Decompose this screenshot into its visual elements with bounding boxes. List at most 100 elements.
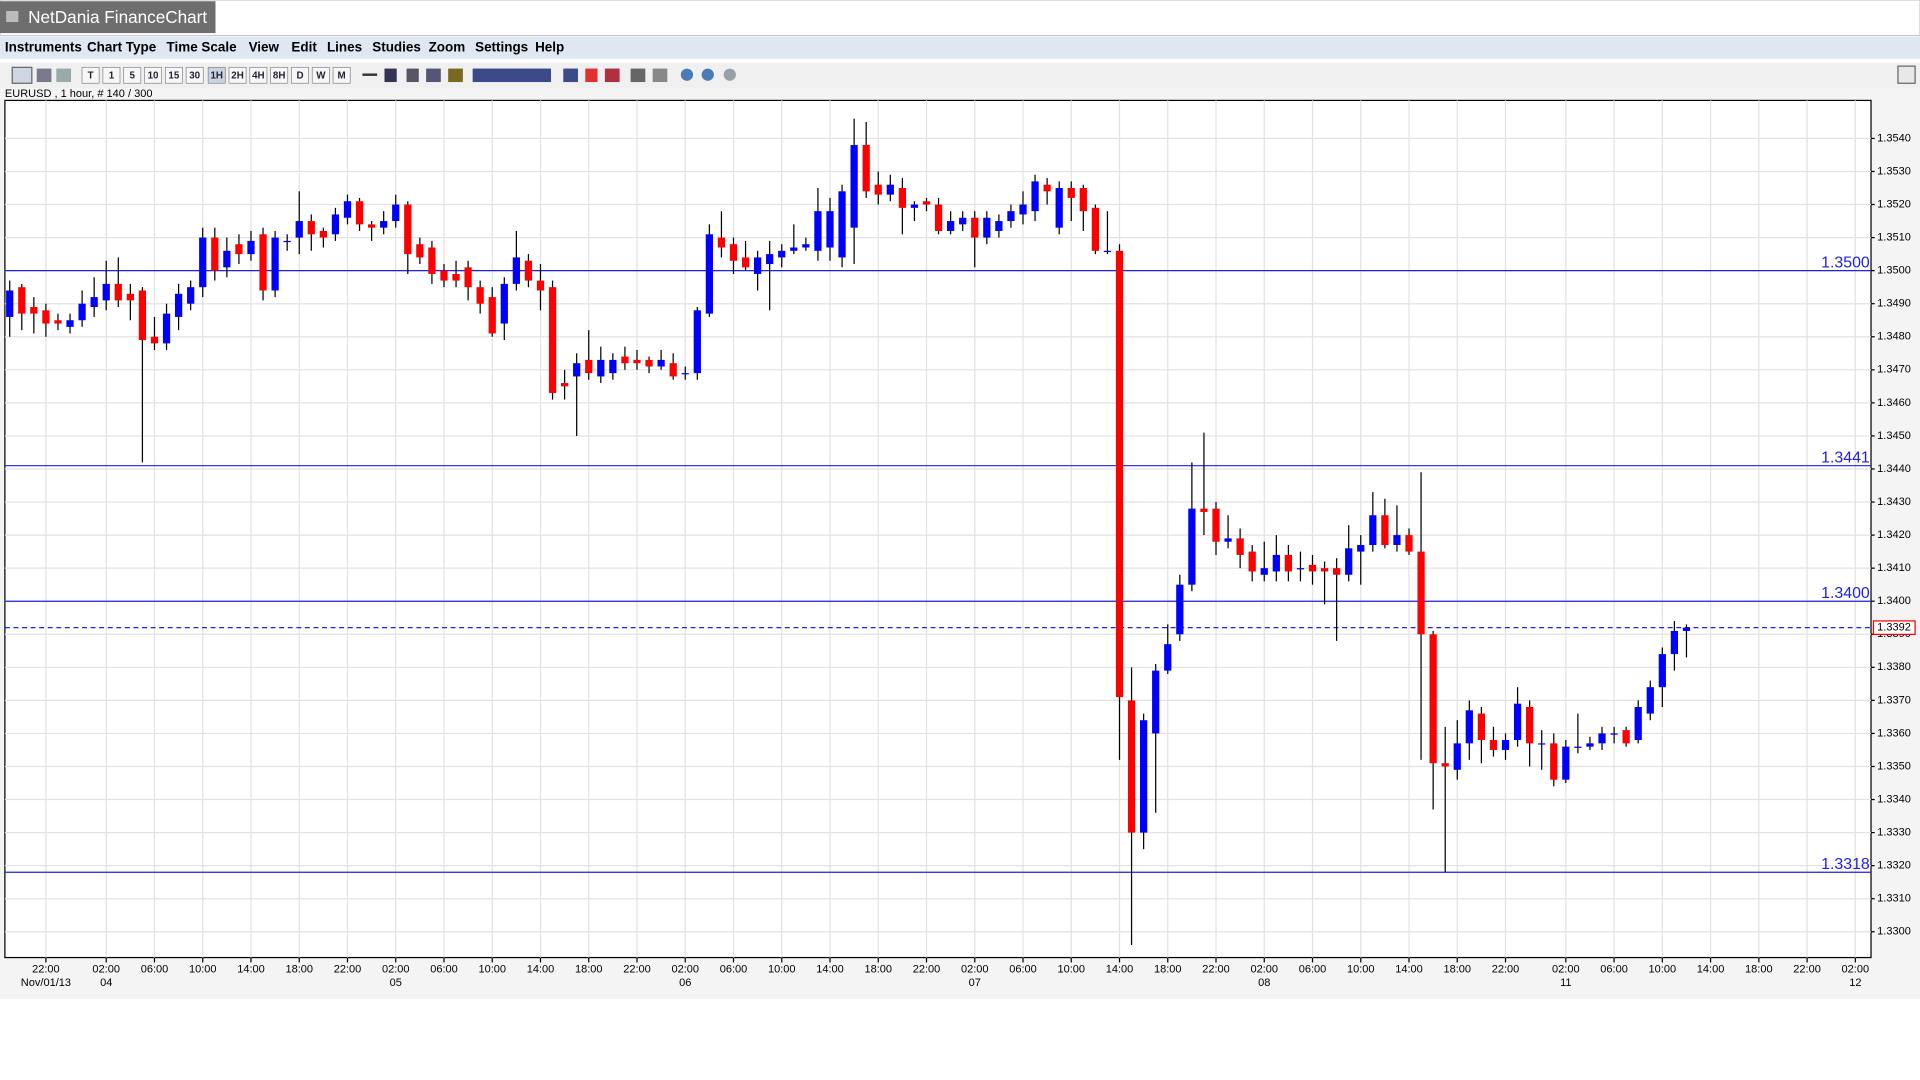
delete-icon[interactable] <box>585 68 598 83</box>
toolbar-button[interactable] <box>185 66 204 84</box>
candle-body <box>404 204 412 255</box>
candle-body <box>850 145 858 228</box>
toolbar-button[interactable] <box>291 66 309 84</box>
toolbar-button-label[interactable]: 2H <box>231 71 244 82</box>
candle-body <box>512 257 520 284</box>
x-tick-label: 06:00 <box>430 964 458 976</box>
menu-bar <box>0 36 1920 59</box>
y-tick-label: 1.3510 <box>1877 231 1911 243</box>
date-label: Nov/01/13 <box>21 977 71 989</box>
menu-item[interactable]: Zoom <box>429 39 466 54</box>
icon[interactable] <box>362 73 378 76</box>
panel-button[interactable] <box>1897 65 1916 84</box>
menu-item[interactable]: Studies <box>372 39 421 54</box>
candle-body <box>500 283 508 324</box>
preview-icon[interactable] <box>652 68 668 83</box>
candle-body <box>645 359 653 367</box>
icon[interactable] <box>36 68 52 83</box>
toolbar-button[interactable] <box>81 66 100 84</box>
x-tick-label: 14:00 <box>1106 964 1134 976</box>
icon[interactable] <box>563 68 578 83</box>
icon[interactable] <box>406 68 419 83</box>
candle-body <box>959 217 967 225</box>
toolbar-button-label[interactable]: 8H <box>273 71 286 82</box>
toolbar-button-label[interactable]: 5 <box>130 71 136 82</box>
toolbar-button[interactable] <box>311 66 330 84</box>
candle-body <box>874 184 882 195</box>
menu-item[interactable]: Chart Type <box>87 39 157 54</box>
candle-body <box>1031 181 1039 212</box>
menu-item[interactable]: View <box>249 39 280 54</box>
candle-body <box>1465 710 1473 744</box>
candle-body <box>705 234 713 314</box>
menu-item[interactable]: Help <box>535 39 564 54</box>
candle-body <box>1622 730 1630 744</box>
title-tab <box>0 1 216 34</box>
x-tick-label: 10:00 <box>478 964 506 976</box>
toolbar-button[interactable] <box>164 66 183 84</box>
menu-item[interactable]: Time Scale <box>167 39 238 54</box>
toolbar-button-label[interactable]: 1 <box>109 71 115 82</box>
candle-body <box>1019 204 1027 215</box>
toolbar-button-label[interactable]: 10 <box>148 71 159 82</box>
candle-body <box>271 237 279 291</box>
candle-body <box>1320 568 1329 572</box>
toolbar-button-label[interactable]: 4H <box>252 71 265 82</box>
x-tick-label: 02:00 <box>961 964 989 976</box>
print-icon[interactable] <box>630 68 646 83</box>
x-tick-label: 10:00 <box>1347 964 1375 976</box>
zoom-reset-icon[interactable] <box>723 68 736 81</box>
toolbar-button[interactable] <box>207 66 226 84</box>
x-tick-label: 22:00 <box>1492 964 1520 976</box>
toolbar-button-label[interactable]: T <box>88 71 94 82</box>
levels: 1.3500 1.3441 1.3400 1.3318 <box>4 255 1872 873</box>
chart-type-icon[interactable] <box>11 66 33 84</box>
icon[interactable] <box>384 68 397 83</box>
candle-body <box>766 254 774 265</box>
candle-body <box>983 217 991 238</box>
x-tick-label: 10:00 <box>1649 964 1677 976</box>
candle-body <box>633 359 641 364</box>
candle-body <box>1670 630 1679 655</box>
delete-all-icon[interactable] <box>604 68 620 83</box>
toolbar-button[interactable] <box>270 66 289 84</box>
toolbar-button[interactable] <box>123 66 142 84</box>
toolbar-button-label[interactable]: 30 <box>189 71 200 82</box>
menu-item[interactable]: Instruments <box>5 39 82 54</box>
menu-item[interactable]: Settings <box>475 39 528 54</box>
y-tick-label: 1.3450 <box>1877 430 1911 442</box>
candle-body <box>78 303 86 321</box>
x-tick-label: 18:00 <box>575 964 603 976</box>
candle-body <box>1007 211 1015 222</box>
toolbar-button[interactable] <box>144 66 162 84</box>
icon[interactable] <box>426 68 441 83</box>
menu-item[interactable]: Lines <box>327 39 362 54</box>
toolbar-button[interactable] <box>228 66 247 84</box>
menu-item[interactable]: Edit <box>291 39 317 54</box>
icon-group[interactable] <box>472 68 552 83</box>
icon[interactable] <box>56 68 72 83</box>
icon[interactable] <box>448 68 463 83</box>
candle-body <box>717 237 726 248</box>
candle-body <box>922 201 931 205</box>
y-tick-label: 1.3410 <box>1877 562 1911 574</box>
candle-body <box>910 204 919 208</box>
level-label: 1.3500 <box>1821 255 1870 272</box>
candle-body <box>66 320 74 327</box>
toolbar-button-label[interactable]: 1H <box>210 71 223 82</box>
zoom-out-icon[interactable] <box>701 68 714 81</box>
candle-body <box>367 224 376 228</box>
toolbar-button-label[interactable]: D <box>296 71 303 82</box>
candle-body <box>1345 548 1353 575</box>
candle-body <box>1296 568 1305 570</box>
toolbar-button-label[interactable]: M <box>338 71 346 82</box>
toolbar-button[interactable] <box>102 66 121 84</box>
candle-body <box>681 373 689 375</box>
toolbar-button[interactable] <box>249 66 268 84</box>
toolbar-button-label[interactable]: 15 <box>168 71 179 82</box>
x-tick-label: 14:00 <box>816 964 844 976</box>
toolbar-button[interactable] <box>332 66 351 84</box>
toolbar-button-label[interactable]: W <box>316 71 326 82</box>
x-tick-label: 06:00 <box>720 964 748 976</box>
zoom-in-icon[interactable] <box>680 68 694 81</box>
